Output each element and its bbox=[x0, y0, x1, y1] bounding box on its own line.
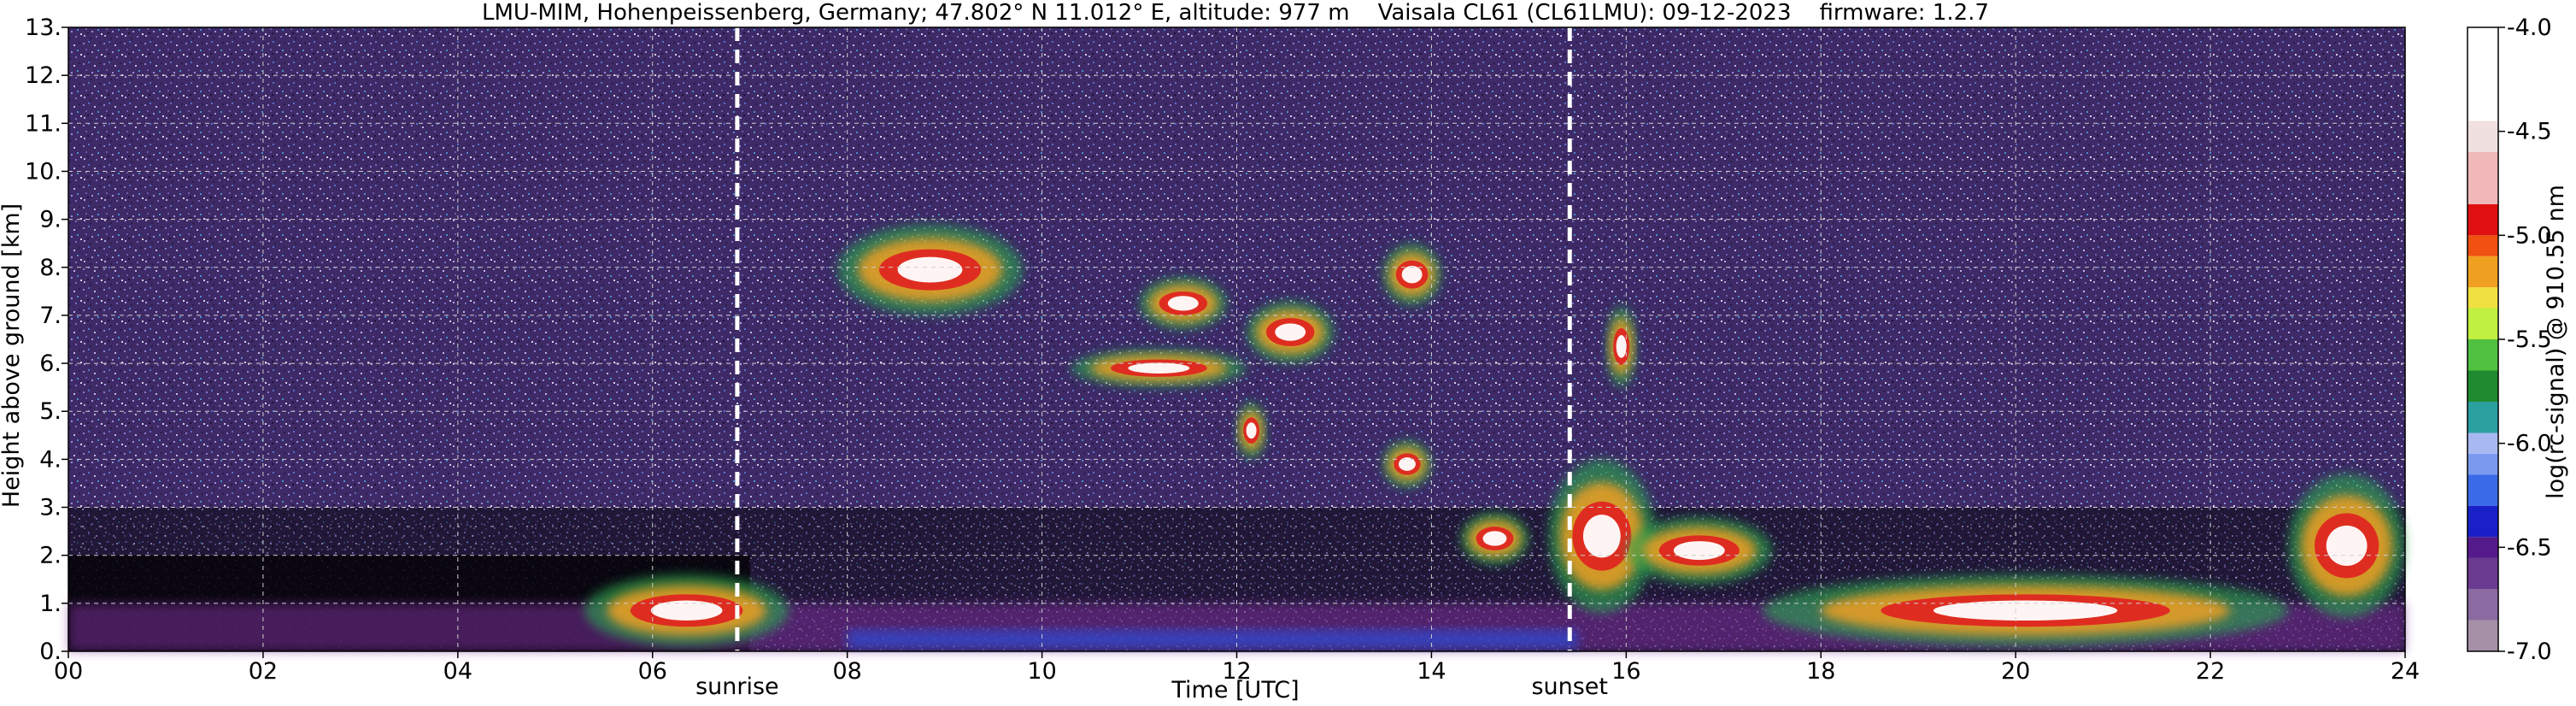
y-tick-label: 7. bbox=[39, 303, 62, 329]
y-tick-label: 13. bbox=[25, 15, 62, 41]
colorbar-segment bbox=[2467, 432, 2498, 454]
y-tick-label: 4. bbox=[39, 446, 62, 473]
y-tick-label: 0. bbox=[39, 638, 62, 665]
y-axis: 0. 1. 2. 3. 4. 5. 6. 7. 8. 9. 10. 11. 12. 13. bbox=[25, 15, 68, 665]
x-tick-label: 18 bbox=[1806, 658, 1835, 685]
x-tick-label: 10 bbox=[1027, 658, 1056, 685]
sun-event-lines: sunrise sunset bbox=[695, 27, 1608, 700]
x-tick-label: 00 bbox=[54, 658, 83, 685]
cloud-10 bbox=[1606, 305, 1636, 388]
colorbar: -7.0 -6.5 -6.0 -5.5 -5.0 -4.5 -4.0 bbox=[2467, 15, 2552, 665]
sunrise-label: sunrise bbox=[695, 674, 779, 700]
colorbar-label: log(rc-signal) @ 910.55 nm bbox=[2543, 185, 2569, 499]
cloud-9 bbox=[1548, 459, 1656, 614]
y-axis-label: Height above ground [km] bbox=[0, 203, 25, 508]
x-tick-label: 08 bbox=[832, 658, 861, 685]
colorbar-segment bbox=[2467, 121, 2498, 152]
x-axis: 00 02 04 06 08 10 12 14 16 18 20 22 24 bbox=[54, 651, 2420, 685]
x-axis-label: Time [UTC] bbox=[1171, 677, 1299, 703]
y-tick-label: 5. bbox=[39, 398, 62, 425]
y-tick-label: 6. bbox=[39, 350, 62, 377]
colorbar-segment bbox=[2467, 287, 2498, 309]
y-tick-label: 12. bbox=[25, 62, 62, 89]
colorbar-tick-label: -5.0 bbox=[2507, 222, 2552, 249]
y-tick-label: 2. bbox=[39, 543, 62, 569]
x-tick-label: 06 bbox=[638, 658, 667, 685]
colorbar-segment bbox=[2467, 339, 2498, 371]
cloud-14 bbox=[584, 574, 789, 647]
cloud-12 bbox=[1762, 574, 2289, 647]
colorbar-segment bbox=[2467, 308, 2498, 339]
cloud-4 bbox=[1236, 402, 1266, 460]
y-tick-label: 11. bbox=[25, 110, 62, 137]
colorbar-segment bbox=[2467, 235, 2498, 256]
x-tick-label: 16 bbox=[1611, 658, 1640, 685]
colorbar-tick-label: -4.5 bbox=[2507, 119, 2552, 145]
x-tick-label: 04 bbox=[443, 658, 472, 685]
y-tick-label: 10. bbox=[25, 158, 62, 185]
colorbar-tick-label: -6.0 bbox=[2507, 431, 2552, 457]
x-tick-label: 12 bbox=[1222, 658, 1251, 685]
y-tick-label: 1. bbox=[39, 591, 62, 617]
colorbar-segment bbox=[2467, 152, 2498, 204]
colorbar-tick-label: -5.5 bbox=[2507, 327, 2552, 353]
cloud-1 bbox=[837, 224, 1023, 315]
colorbar-segment bbox=[2467, 402, 2498, 433]
colorbar-segment bbox=[2467, 557, 2498, 589]
cloud-7 bbox=[1382, 439, 1432, 489]
chart-title: LMU-MIM, Hohenpeissenberg, Germany; 47.8… bbox=[482, 0, 1989, 26]
sunset-label: sunset bbox=[1531, 674, 1608, 700]
y-tick-label: 9. bbox=[39, 207, 62, 233]
x-tick-label: 22 bbox=[2196, 658, 2225, 685]
cloud-6 bbox=[1382, 243, 1441, 306]
y-tick-label: 3. bbox=[39, 495, 62, 521]
colorbar-segment bbox=[2467, 370, 2498, 402]
colorbar-tick-label: -7.0 bbox=[2507, 638, 2552, 665]
cloud-11 bbox=[1626, 516, 1773, 585]
colorbar-tick-label: -4.0 bbox=[2507, 15, 2552, 41]
colorbar-segment bbox=[2467, 453, 2498, 475]
cloud-13 bbox=[2288, 474, 2405, 618]
y-tick-label: 8. bbox=[39, 255, 62, 281]
colorbar-segment bbox=[2467, 589, 2498, 621]
colorbar-segment bbox=[2467, 505, 2498, 538]
colorbar-segment bbox=[2467, 474, 2498, 506]
x-tick-label: 20 bbox=[2001, 658, 2030, 685]
cloud-8 bbox=[1460, 512, 1529, 565]
colorbar-tick-label: -6.5 bbox=[2507, 534, 2552, 561]
colorbar-segment bbox=[2467, 203, 2498, 236]
colorbar-segment bbox=[2467, 620, 2498, 651]
colorbar-segment bbox=[2467, 27, 2498, 121]
x-tick-label: 02 bbox=[249, 658, 278, 685]
colorbar-segment bbox=[2467, 537, 2498, 558]
cloud-5 bbox=[1246, 301, 1335, 364]
cloud-3 bbox=[1139, 277, 1228, 330]
x-tick-label: 24 bbox=[2391, 658, 2420, 685]
x-tick-label: 14 bbox=[1417, 658, 1446, 685]
cloud-2 bbox=[1071, 349, 1247, 388]
colorbar-segment bbox=[2467, 256, 2498, 288]
